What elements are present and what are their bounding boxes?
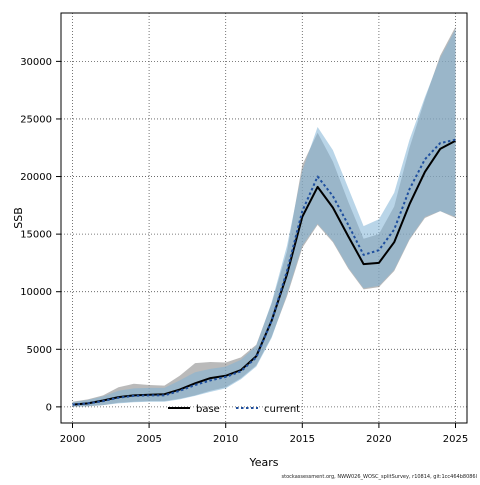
y-tick-label: 10000 [20, 287, 52, 298]
x-tick-label: 2015 [290, 434, 315, 445]
y-axis: 0 5000 10000 15000 20000 25000 30000 [20, 57, 61, 413]
y-tick-label: 5000 [27, 345, 52, 356]
y-axis-title: SSB [12, 207, 25, 229]
plot-frame [60, 12, 468, 424]
y-tick-label: 25000 [20, 114, 52, 125]
line-base [72, 139, 456, 406]
x-tick-label: 2005 [136, 434, 161, 445]
series-lines [72, 138, 456, 406]
x-tick-label: 2010 [213, 434, 238, 445]
legend-label-current: current [264, 404, 300, 415]
confidence-bands [72, 26, 456, 407]
footnote: stockassessment.org, NWW026_WOSC_splitSu… [282, 474, 477, 480]
legend-label-base: base [196, 404, 220, 415]
x-tick-label: 2020 [366, 434, 391, 445]
x-tick-label: 2025 [443, 434, 468, 445]
y-tick-label: 15000 [20, 230, 52, 241]
y-tick-label: 0 [46, 402, 52, 413]
legend: base current [168, 404, 300, 415]
x-tick-label: 2000 [60, 434, 85, 445]
x-axis: 2000 2005 2010 2015 2020 2025 [60, 423, 468, 445]
y-tick-label: 30000 [20, 57, 52, 68]
x-axis-title: Years [248, 456, 278, 469]
y-tick-label: 20000 [20, 172, 52, 183]
band-current [72, 29, 456, 407]
